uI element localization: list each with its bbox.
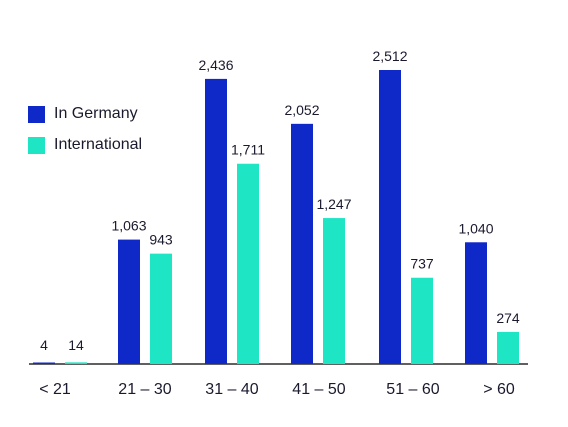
- x-tick-label: < 21: [39, 381, 71, 398]
- legend-label-international: International: [54, 136, 143, 153]
- bar-in-germany: [291, 123, 313, 364]
- data-label-international: 1,247: [316, 196, 351, 212]
- bar-in-germany: [33, 362, 55, 364]
- bar-in-germany: [465, 242, 487, 364]
- data-label-international: 274: [496, 310, 520, 326]
- bar-international: [323, 218, 345, 364]
- x-tick-label: 21 – 30: [118, 381, 171, 398]
- bar-in-germany: [205, 78, 227, 365]
- data-label-international: 737: [410, 256, 434, 272]
- bar-international: [237, 163, 259, 364]
- data-label-international: 14: [68, 337, 84, 353]
- data-label-in-germany: 2,512: [372, 48, 407, 64]
- data-label-international: 1,711: [231, 142, 265, 158]
- bar-international: [65, 362, 87, 364]
- data-label-in-germany: 2,052: [284, 102, 319, 118]
- data-label-in-germany: 2,436: [198, 57, 233, 73]
- bar-international: [411, 277, 433, 364]
- x-tick-label: 31 – 40: [205, 381, 258, 398]
- data-label-in-germany: 4: [40, 337, 48, 353]
- bar-in-germany: [118, 239, 140, 364]
- bar-international: [497, 331, 519, 364]
- legend-item-international: International: [28, 135, 142, 155]
- legend-swatch-international: [28, 136, 45, 154]
- bar-in-germany: [379, 70, 401, 364]
- x-tick-label: 51 – 60: [386, 381, 439, 398]
- legend-item-in-germany: In Germany: [28, 104, 142, 124]
- legend-label-in-germany: In Germany: [54, 105, 138, 122]
- data-label-in-germany: 1,040: [458, 220, 493, 236]
- x-tick-label: > 60: [483, 381, 515, 398]
- x-tick-label: 41 – 50: [292, 381, 345, 398]
- legend-swatch-in-germany: [28, 105, 45, 123]
- data-label-international: 943: [149, 232, 173, 248]
- data-label-in-germany: 1,063: [111, 218, 146, 234]
- bar-international: [150, 253, 172, 364]
- legend: In Germany International: [28, 104, 142, 166]
